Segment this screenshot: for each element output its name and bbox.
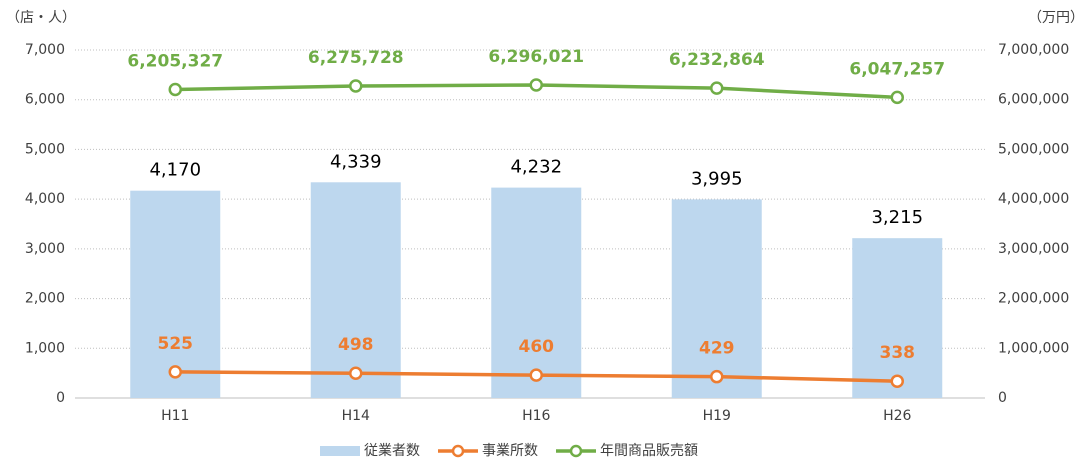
x-tick-label: H19	[703, 408, 731, 424]
data-label: 6,047,257	[849, 59, 945, 79]
legend-label: 従業者数	[364, 443, 420, 459]
data-label: 6,275,728	[308, 48, 404, 68]
y2-tick-label: 6,000,000	[998, 92, 1069, 108]
y-tick-label: 7,000	[25, 42, 65, 58]
data-label: 525	[158, 334, 194, 354]
data-label: 6,232,864	[669, 50, 765, 70]
bar	[491, 187, 582, 398]
x-tick-label: H16	[522, 408, 550, 424]
y-tick-label: 6,000	[25, 92, 65, 108]
marker	[529, 78, 543, 92]
data-label: 6,296,021	[488, 47, 584, 67]
marker	[890, 374, 904, 388]
marker	[349, 366, 363, 380]
y2-tick-label: 5,000,000	[998, 141, 1069, 157]
y2-tick-label: 3,000,000	[998, 241, 1069, 257]
data-label: 429	[699, 339, 735, 359]
marker	[168, 82, 182, 97]
y-tick-label: 0	[56, 390, 65, 406]
marker	[890, 90, 904, 105]
bar	[310, 182, 401, 398]
data-label: 4,232	[510, 157, 562, 178]
data-label: 3,215	[871, 207, 923, 228]
legend-marker	[451, 444, 465, 458]
bar	[671, 199, 762, 398]
y2-axis-unit: （万円）	[1028, 10, 1084, 26]
marker	[710, 81, 724, 95]
data-label: 4,339	[330, 151, 382, 172]
y2-tick-label: 0	[998, 390, 1007, 406]
y2-tick-label: 1,000,000	[998, 340, 1069, 356]
y-tick-label: 5,000	[25, 141, 65, 157]
marker	[168, 365, 182, 379]
marker	[529, 368, 543, 382]
legend-swatch	[320, 446, 360, 456]
data-label: 6,205,327	[127, 52, 223, 72]
marker	[349, 79, 363, 93]
bar	[852, 238, 943, 398]
marker	[710, 369, 724, 384]
y2-tick-label: 4,000,000	[998, 191, 1069, 207]
data-label: 3,995	[691, 168, 743, 189]
bar	[130, 190, 221, 398]
x-tick-label: H14	[342, 408, 370, 424]
y-axis-unit: （店・人）	[6, 10, 76, 26]
data-label: 460	[519, 337, 555, 357]
data-label: 4,170	[149, 160, 201, 181]
data-label: 338	[880, 343, 916, 363]
legend-label: 年間商品販売額	[600, 443, 698, 459]
x-tick-label: H11	[161, 408, 189, 424]
y-tick-label: 4,000	[25, 191, 65, 207]
y2-tick-label: 2,000,000	[998, 291, 1069, 307]
legend-label: 事業所数	[482, 443, 538, 459]
y-tick-label: 3,000	[25, 241, 65, 257]
data-label: 498	[338, 335, 374, 355]
y-tick-label: 2,000	[25, 291, 65, 307]
legend-marker	[569, 444, 583, 458]
y-tick-label: 1,000	[25, 340, 65, 356]
y2-tick-label: 7,000,000	[998, 42, 1069, 58]
x-tick-label: H26	[883, 408, 911, 424]
